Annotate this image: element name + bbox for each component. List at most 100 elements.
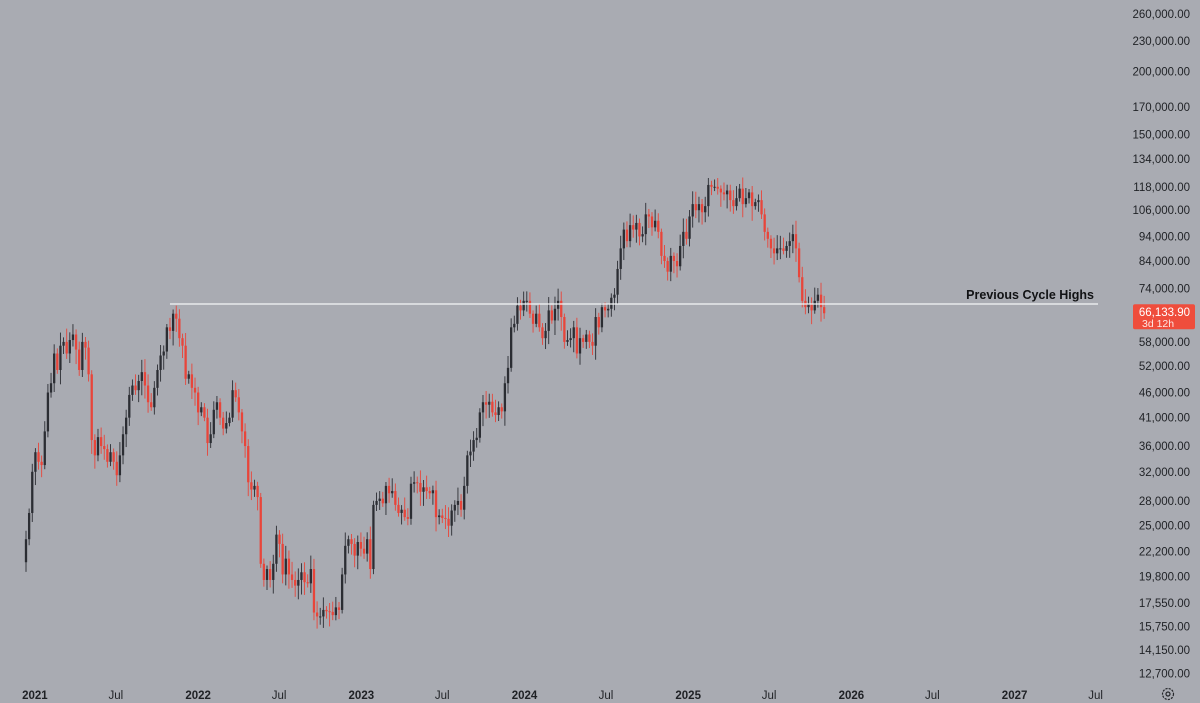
candle-body (682, 231, 685, 246)
candle-body (478, 412, 481, 438)
candle-body (729, 190, 732, 201)
candle-body (268, 569, 272, 580)
candle-body (322, 609, 325, 617)
candle-body (600, 307, 604, 328)
candle-body (516, 305, 519, 324)
candle-body (31, 471, 34, 513)
candle-body (619, 248, 622, 269)
candle-body (250, 482, 253, 490)
candle-body (801, 277, 804, 301)
candle-body (481, 402, 485, 413)
candle-body (747, 192, 751, 199)
candle-body (613, 294, 616, 298)
candle-body (484, 402, 488, 405)
candle-body (137, 380, 140, 391)
candle-body (525, 300, 528, 302)
price-axis-label: 118,000.00 (1133, 182, 1190, 194)
candle-body (797, 248, 801, 278)
candle-body (760, 200, 763, 215)
candle-body (350, 539, 353, 544)
candle-body (447, 518, 450, 526)
candle-body (588, 334, 591, 342)
candle-body (466, 455, 469, 486)
candle-body (46, 392, 50, 432)
candle-body (603, 307, 607, 311)
candle-body (735, 198, 738, 207)
candle-body (675, 261, 679, 267)
candle-body (535, 313, 538, 324)
candle-body (394, 491, 397, 505)
price-axis-label: 15,750.00 (1139, 622, 1190, 634)
candle-body (156, 369, 159, 388)
candle-body (175, 313, 178, 319)
gear-icon[interactable] (1161, 687, 1175, 701)
candle-body (469, 451, 472, 456)
candle-body (71, 334, 75, 341)
candle-body (638, 222, 641, 237)
candle-body (121, 434, 125, 456)
candle-body (572, 327, 575, 339)
candle-body (538, 313, 541, 328)
time-axis-month-label: Jul (925, 690, 940, 702)
time-axis-month-label: Jul (272, 690, 287, 702)
candle-body (347, 539, 350, 546)
price-axis-label: 12,700.00 (1139, 669, 1190, 681)
candle-body (37, 452, 40, 462)
candle-body (725, 190, 729, 195)
candle-body (560, 300, 563, 318)
candle-body (406, 517, 410, 519)
candle-body (140, 372, 143, 381)
time-axis-year-label: 2025 (675, 690, 701, 702)
candle-body (547, 310, 550, 331)
candle-body (450, 510, 453, 526)
candle-body (710, 184, 713, 187)
candle-body (197, 392, 200, 413)
candle-body (691, 204, 694, 217)
price-axis-label: 200,000.00 (1132, 67, 1190, 79)
candle-body (259, 497, 262, 564)
price-axis-label: 32,000.00 (1139, 467, 1190, 479)
candle-body (372, 504, 375, 570)
last-price-tag: 66,133.90 3d 12h (1133, 304, 1195, 330)
candle-body (751, 192, 754, 207)
candle-body (225, 423, 228, 429)
candle-body (644, 214, 647, 235)
candle-body (103, 446, 106, 450)
candle-body (369, 539, 372, 570)
candle-body (782, 248, 785, 251)
candle-body (397, 504, 400, 513)
time-axis-month-label: Jul (108, 690, 123, 702)
candle-body (776, 248, 779, 254)
price-axis-label: 150,000.00 (1132, 129, 1190, 141)
candle-body (362, 548, 366, 554)
candle-body (203, 407, 206, 418)
candle-body (763, 214, 766, 232)
candle-body (459, 500, 463, 510)
candle-body (256, 485, 259, 498)
gear-icon-hub (1165, 691, 1171, 697)
candle-body (162, 351, 165, 356)
price-axis-label: 36,000.00 (1139, 441, 1190, 453)
candle-body (419, 482, 422, 492)
candle-body (131, 385, 134, 395)
candle-body (222, 417, 225, 429)
candle-body (381, 498, 384, 504)
candle-body (716, 186, 719, 189)
candle-body (522, 300, 525, 311)
candle-body (240, 412, 244, 432)
previous-cycle-highs-annotation[interactable]: Previous Cycle Highs (169, 288, 1098, 305)
candle-body (90, 374, 93, 441)
candle-body (779, 248, 782, 250)
candle-body (528, 300, 532, 314)
time-axis-month-label: Jul (762, 690, 777, 702)
candle-body (134, 385, 137, 391)
candle-body (563, 317, 566, 342)
candle-body (688, 216, 691, 239)
axis-settings-button[interactable] (1161, 687, 1175, 701)
candle-body (356, 542, 359, 556)
price-axis[interactable]: 260,000.00 230,000.00 200,000.00 170,000.00… (1132, 9, 1190, 680)
time-axis[interactable]: 2021 Jul 2022 Jul 2023 Jul 2024 Jul 2025 Jul 2026 J… (22, 690, 1103, 702)
candle-body (315, 612, 319, 617)
